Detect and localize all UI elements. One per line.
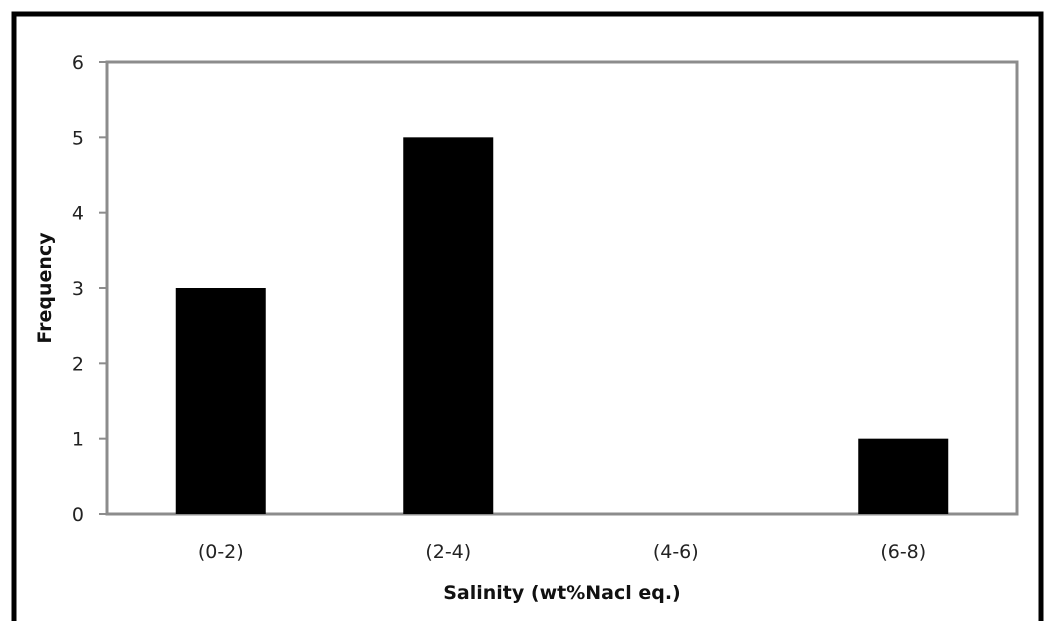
y-tick-label: 3 [72,278,84,300]
bar [176,288,266,514]
bar [858,439,948,514]
x-tick-label: (4-6) [653,541,699,563]
y-axis-title: Frequency [34,232,56,344]
x-tick-label: (6-8) [880,541,926,563]
x-axis-title: Salinity (wt%Nacl eq.) [443,582,681,604]
y-axis: 0 1 2 3 4 5 6 [72,52,107,526]
y-tick-label: 4 [72,203,84,225]
x-tick-label: (2-4) [425,541,471,563]
y-tick-label: 2 [72,353,84,375]
y-tick-label: 5 [72,127,84,149]
y-tick-label: 1 [72,429,84,451]
y-tick-label: 0 [72,504,84,526]
bar [403,137,493,514]
x-axis: (0-2) (2-4) (4-6) (6-8) [198,541,926,563]
x-tick-label: (0-2) [198,541,244,563]
y-tick-label: 6 [72,52,84,74]
